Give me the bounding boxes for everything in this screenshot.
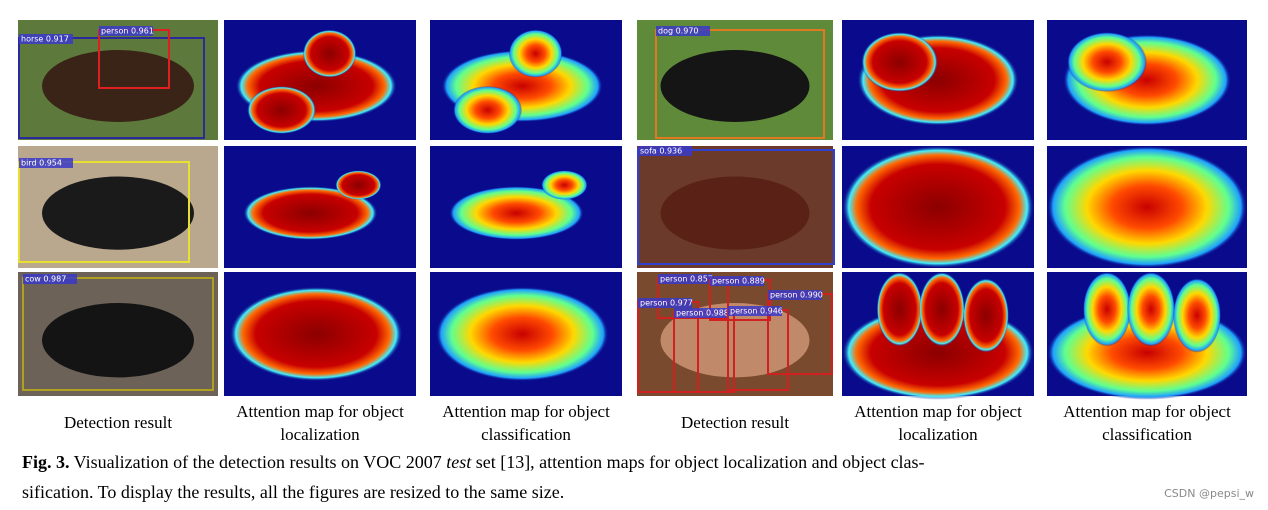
caption-label: Fig. 3. [22, 452, 70, 472]
column-caption: classification [481, 425, 571, 444]
attention-blob [229, 286, 403, 382]
attention-blob [541, 170, 588, 200]
attention-blob [247, 86, 317, 134]
column-caption: Detection result [681, 413, 789, 432]
column-caption: localization [280, 425, 360, 444]
detection-label-bg [99, 26, 153, 36]
detection-label: person 0.977 [640, 299, 693, 308]
detection-label: dog 0.970 [658, 27, 699, 36]
attention-blob [243, 186, 378, 240]
caption-italic: test [446, 452, 472, 472]
caption-text: Visualization of the detection results o… [70, 452, 447, 472]
attention-blob [453, 86, 523, 134]
caption-text: set [13], attention maps for object loca… [471, 452, 924, 472]
detection-label: sofa 0.936 [640, 147, 682, 156]
detection-label-bg [728, 306, 782, 316]
detection-box [18, 37, 205, 139]
detection-label-bg [656, 26, 710, 36]
photo-subject [660, 176, 810, 250]
detection-label: cow 0.987 [25, 275, 66, 284]
column-caption: classification [1102, 425, 1192, 444]
detection-label: person 0.988 [676, 309, 729, 318]
detection-box [22, 277, 214, 391]
attention-blob [435, 286, 609, 382]
column-caption: Detection result [64, 413, 172, 432]
detection-label-bg [23, 274, 77, 284]
photo-subject [660, 50, 810, 122]
attention-blob [1067, 32, 1147, 92]
attention-blob [1127, 272, 1175, 347]
detection-label: person 0.961 [101, 27, 154, 36]
attention-blob [861, 32, 938, 92]
attention-blob [508, 29, 563, 78]
watermark: CSDN @pepsi_w [1164, 487, 1254, 500]
attention-blob [1083, 272, 1131, 347]
detection-label: person 0.857 [660, 275, 713, 284]
detection-label-bg [710, 276, 764, 286]
attention-blob [962, 278, 1010, 353]
detection-label-bg [768, 290, 822, 300]
detection-label: horse 0.917 [21, 35, 69, 44]
column-caption: Attention map for object [854, 402, 1022, 421]
attention-blob [918, 272, 965, 347]
column-caption: Attention map for object [442, 402, 610, 421]
detection-box [18, 161, 190, 263]
detection-label-bg [658, 274, 712, 284]
attention-blob [842, 146, 1034, 268]
detection-label: person 0.889 [712, 277, 765, 286]
attention-blob [335, 170, 382, 200]
attention-blob [1047, 146, 1247, 268]
attention-blob [449, 186, 584, 240]
detection-label-bg [638, 298, 692, 308]
detection-label-bg [638, 146, 692, 156]
column-caption: localization [898, 425, 978, 444]
photo-subject [42, 50, 194, 122]
column-caption: Attention map for object [236, 402, 404, 421]
figure-caption-line1: Fig. 3. Visualization of the detection r… [22, 452, 925, 472]
attention-blob [876, 272, 923, 347]
column-caption: Attention map for object [1063, 402, 1231, 421]
detection-label: person 0.946 [730, 307, 783, 316]
attention-blob [1173, 278, 1221, 353]
tiles: horse 0.917 person 0.961 dog 0.970 bird 0.9… [18, 20, 1247, 400]
detection-label: bird 0.954 [21, 159, 62, 168]
detection-label-bg [674, 308, 728, 318]
captions: Detection result Attention map for object… [64, 402, 1231, 444]
detection-box [655, 29, 825, 139]
detection-label-bg [19, 158, 73, 168]
detection-label: person 0.990 [770, 291, 823, 300]
photo-subject [42, 176, 194, 250]
photo-subject [42, 303, 194, 378]
detection-box [637, 149, 835, 265]
detection-label-bg [19, 34, 73, 44]
figure-caption-line2: sification. To display the results, all … [22, 482, 564, 502]
attention-blob [302, 29, 357, 78]
